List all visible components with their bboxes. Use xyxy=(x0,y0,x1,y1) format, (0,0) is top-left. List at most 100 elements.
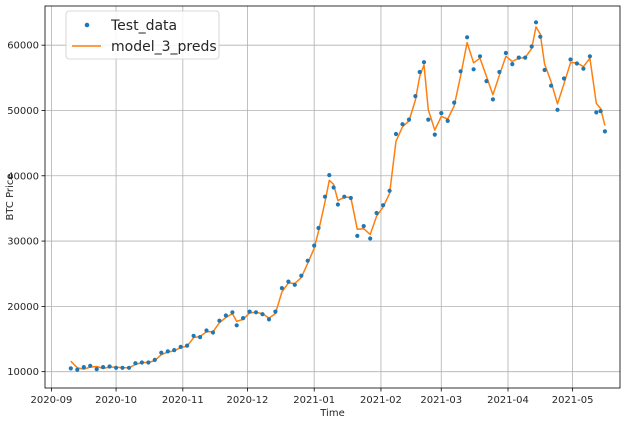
test-data-point xyxy=(107,364,112,369)
x-tick-label: 2020-10 xyxy=(95,395,137,406)
test-data-point xyxy=(316,225,321,231)
test-data-point xyxy=(159,350,164,355)
test-data-point xyxy=(355,233,360,238)
x-tick-label: 2021-01 xyxy=(293,395,335,406)
test-data-point xyxy=(421,60,427,65)
test-data-point xyxy=(172,348,177,353)
test-data-point xyxy=(503,50,508,56)
test-data-point xyxy=(185,343,190,348)
x-tick-label: 2021-03 xyxy=(420,395,462,406)
test-data-point xyxy=(497,69,502,75)
test-data-point xyxy=(101,365,106,370)
test-data-point xyxy=(234,323,239,328)
test-data-point xyxy=(381,203,386,208)
test-data-point xyxy=(286,279,291,284)
test-data-point xyxy=(88,363,93,368)
test-data-point xyxy=(516,55,521,60)
test-data-point xyxy=(574,61,580,66)
x-tick-label: 2021-05 xyxy=(552,395,594,406)
test-data-point xyxy=(361,224,366,229)
x-tick-label: 2020-11 xyxy=(162,395,204,406)
model-3-preds-line xyxy=(70,26,606,370)
test-data-point xyxy=(223,313,228,318)
test-data-point xyxy=(417,69,422,75)
test-data-point xyxy=(406,117,412,122)
test-data-point xyxy=(602,129,608,134)
y-tick-label: 30000 xyxy=(7,237,39,248)
test-data-point xyxy=(198,335,203,340)
test-data-point xyxy=(133,361,138,366)
test-data-point xyxy=(299,273,304,278)
test-data-point xyxy=(432,132,437,137)
test-data-point xyxy=(342,194,347,199)
y-axis-label: BTC Price xyxy=(5,174,16,221)
test-data-point xyxy=(368,236,373,241)
test-data-point xyxy=(510,62,515,67)
y-tick-label: 50000 xyxy=(7,106,39,117)
test-data-point xyxy=(266,317,272,322)
test-data-point xyxy=(471,67,476,72)
test-data-point xyxy=(561,76,567,81)
test-data-point xyxy=(458,69,463,74)
test-data-point xyxy=(387,188,392,193)
y-tick-label: 60000 xyxy=(7,41,39,52)
test-data-point xyxy=(114,365,119,370)
test-data-point xyxy=(81,365,86,370)
test-data-point xyxy=(327,173,332,178)
test-data-point xyxy=(146,360,151,365)
test-data-point xyxy=(523,55,528,60)
plot-frame xyxy=(44,5,621,389)
test-data-point xyxy=(393,131,399,137)
test-data-point xyxy=(94,367,99,372)
test-data-point xyxy=(204,328,209,333)
test-data-point xyxy=(165,349,170,354)
test-data-point xyxy=(139,360,144,365)
test-data-point xyxy=(598,109,603,114)
test-data-point xyxy=(484,79,489,84)
test-data-point xyxy=(542,67,547,73)
test-data-point xyxy=(452,100,457,105)
legend-label-model-3-preds: model_3_preds xyxy=(111,39,217,55)
test-data-point xyxy=(374,210,379,216)
x-tick-label: 2020-09 xyxy=(31,395,73,406)
test-data-point xyxy=(210,330,216,335)
test-data-point xyxy=(555,107,560,112)
y-tick-label: 20000 xyxy=(7,302,39,313)
test-data-point xyxy=(126,365,132,370)
test-data-point xyxy=(465,35,470,40)
x-axis-label: Time xyxy=(319,408,344,419)
test-data-point xyxy=(568,57,573,62)
test-data-point xyxy=(120,365,125,370)
test-data-point xyxy=(152,357,157,362)
x-tick-label: 2021-02 xyxy=(360,395,402,406)
test-data-point xyxy=(75,367,80,372)
test-data-point xyxy=(178,344,183,349)
test-data-series xyxy=(68,20,608,372)
test-data-point xyxy=(426,117,431,122)
plot-area xyxy=(45,6,620,388)
test-data-point xyxy=(400,122,405,127)
test-data-point xyxy=(279,286,284,291)
x-tick-label: 2020-12 xyxy=(227,395,269,406)
test-data-point xyxy=(253,310,259,315)
legend: Test_data model_3_preds xyxy=(65,10,220,60)
test-data-point xyxy=(477,54,483,59)
test-data-point xyxy=(260,312,265,317)
y-axis-ticks: 10000 20000 30000 40000 50000 60000 xyxy=(7,41,45,378)
test-data-point xyxy=(322,194,328,199)
grid-lines xyxy=(45,6,620,388)
test-data-point xyxy=(305,258,310,263)
y-tick-label: 40000 xyxy=(7,171,39,182)
legend-marker-test-data xyxy=(84,22,90,28)
test-data-point xyxy=(217,318,222,323)
x-axis-ticks: 2020-09 2020-10 2020-11 2020-12 2021-01 2021-… xyxy=(31,388,594,406)
test-data-point xyxy=(312,243,317,248)
test-data-point xyxy=(247,309,252,314)
test-data-point xyxy=(413,94,418,99)
legend-box xyxy=(65,10,220,60)
legend-label-test-data: Test_data xyxy=(110,18,177,34)
test-data-point xyxy=(445,118,450,123)
test-data-point xyxy=(533,20,539,25)
test-data-point xyxy=(273,309,278,314)
